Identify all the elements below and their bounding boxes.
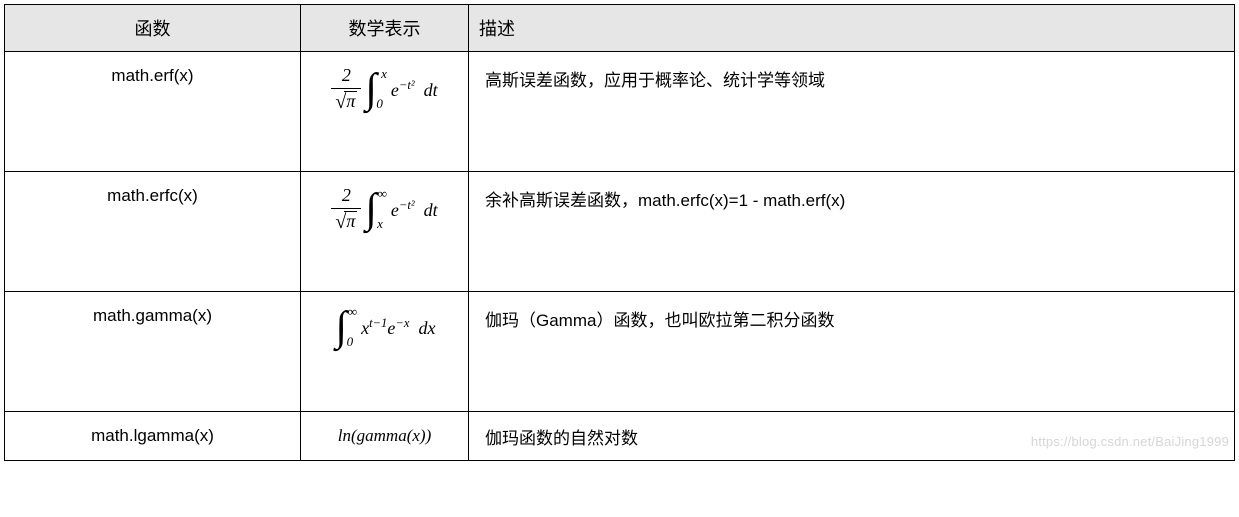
integral-sign: ∫ ∞ x xyxy=(365,188,377,230)
math-expression: 2 √π ∫ x 0 e−t² dt xyxy=(301,52,469,172)
table-header-row: 函数 数学表示 描述 xyxy=(5,5,1235,52)
col-header-description: 描述 xyxy=(469,5,1235,52)
table-row: math.erfc(x) 2 √π ∫ ∞ x e−t² dt xyxy=(5,172,1235,292)
integral-sign: ∫ x 0 xyxy=(365,68,377,110)
table-row: math.erf(x) 2 √π ∫ x 0 e−t² dt xyxy=(5,52,1235,172)
description: 余补高斯误差函数，math.erfc(x)=1 - math.erf(x) xyxy=(469,172,1235,292)
function-name: math.lgamma(x) xyxy=(5,412,301,461)
math-functions-table: 函数 数学表示 描述 math.erf(x) 2 √π ∫ x 0 xyxy=(4,4,1235,461)
function-name: math.gamma(x) xyxy=(5,292,301,412)
math-expression: ln(gamma(x)) xyxy=(301,412,469,461)
col-header-function: 函数 xyxy=(5,5,301,52)
function-name: math.erf(x) xyxy=(5,52,301,172)
table-row: math.gamma(x) ∫ ∞ 0 xt−1e−x dx 伽玛（Gamma）… xyxy=(5,292,1235,412)
col-header-math: 数学表示 xyxy=(301,5,469,52)
description: 伽玛函数的自然对数 xyxy=(469,412,1235,461)
table-row: math.lgamma(x) ln(gamma(x)) 伽玛函数的自然对数 xyxy=(5,412,1235,461)
function-name: math.erfc(x) xyxy=(5,172,301,292)
math-expression: ∫ ∞ 0 xt−1e−x dx xyxy=(301,292,469,412)
math-expression: 2 √π ∫ ∞ x e−t² dt xyxy=(301,172,469,292)
integral-sign: ∫ ∞ 0 xyxy=(336,306,348,348)
fraction: 2 √π xyxy=(331,66,361,113)
description: 伽玛（Gamma）函数，也叫欧拉第二积分函数 xyxy=(469,292,1235,412)
description: 高斯误差函数，应用于概率论、统计学等领域 xyxy=(469,52,1235,172)
fraction: 2 √π xyxy=(331,186,361,233)
